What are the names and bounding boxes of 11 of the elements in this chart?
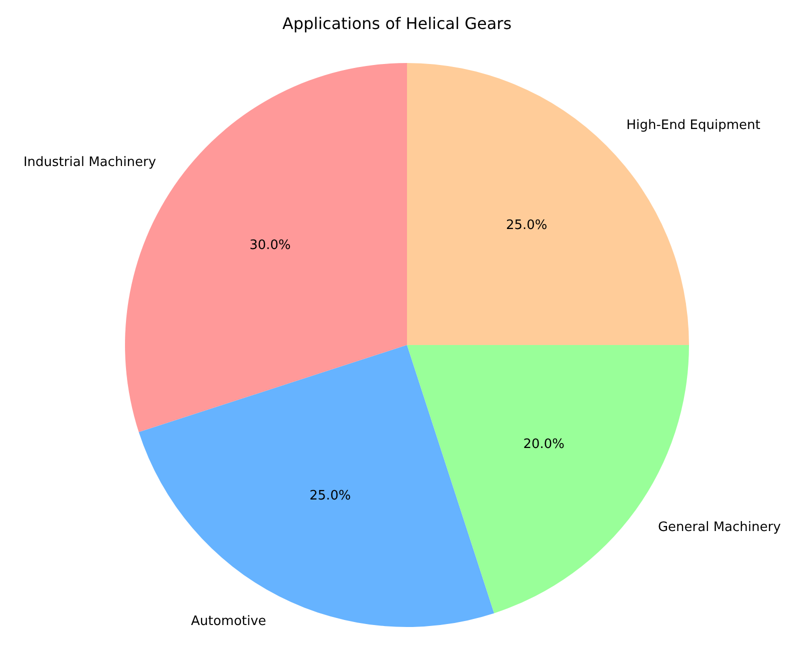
slice-label: General Machinery xyxy=(658,520,782,535)
chart-title: Applications of Helical Gears xyxy=(281,14,513,33)
slice-label: Industrial Machinery xyxy=(23,155,156,170)
pie-slice xyxy=(407,63,689,345)
data-label: 30.0% xyxy=(249,238,291,254)
data-label: 25.0% xyxy=(506,218,548,233)
pie-slice xyxy=(138,345,494,627)
slice-label: High-End Equipment xyxy=(626,118,760,134)
slice-label: Automotive xyxy=(190,614,266,629)
data-label: 25.0% xyxy=(310,488,351,504)
data-label: 20.0% xyxy=(523,436,565,452)
